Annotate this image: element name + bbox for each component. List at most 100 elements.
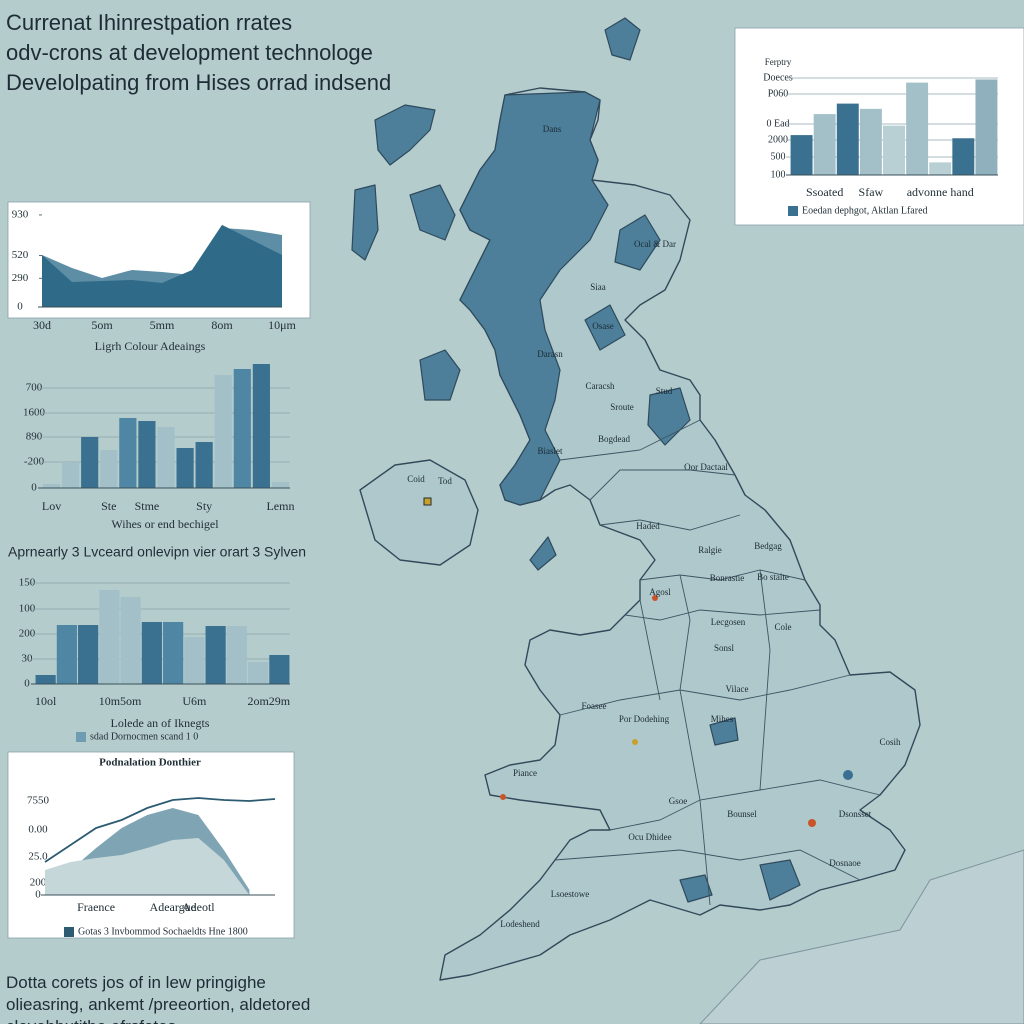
- mainland-coast: [699, 849, 1024, 1024]
- x-tick-label: Ssoated: [806, 185, 843, 199]
- map-label: Siaa: [590, 282, 606, 292]
- y-tick-label: 890: [26, 431, 43, 443]
- bar: [906, 82, 929, 175]
- scotland-west: [459, 91, 609, 506]
- bar: [42, 484, 61, 488]
- legend-label: Eoedan dephgot, Aktlan Lfared: [802, 205, 928, 216]
- chart-subtitle: Wihes or end bechigel: [111, 517, 219, 531]
- footer-text: Dotta corets jos of in lew pringighe: [6, 973, 266, 992]
- y-tick-label: 700: [26, 382, 43, 394]
- footer-text: clevehbutitbe efrsfotes: [6, 1017, 176, 1024]
- header-title: Currenat Ihinrestpation rrates: [6, 10, 292, 35]
- bar: [269, 655, 290, 684]
- y-tick-label: 290: [12, 272, 29, 284]
- map-label: Osase: [592, 321, 614, 331]
- map-label: Cole: [775, 622, 792, 632]
- x-tick-label: Lov: [42, 499, 61, 513]
- region: [614, 214, 661, 271]
- bar: [81, 437, 99, 488]
- y-tick-label: 30: [22, 653, 34, 665]
- map-label: Lecgosen: [711, 617, 746, 627]
- x-tick-label: 5om: [91, 318, 113, 332]
- header-title: odv-crons at development technologe: [6, 40, 373, 65]
- island: [351, 184, 379, 261]
- region: [584, 304, 626, 351]
- x-tick-label: 29m: [269, 694, 291, 708]
- x-tick-label: 8om: [211, 318, 233, 332]
- y-tick-label: 25.0: [28, 851, 48, 863]
- area: [45, 838, 250, 895]
- island: [374, 104, 436, 166]
- line: [44, 797, 276, 863]
- map-labels: Dans Ocal & Dar Siaa Osase Darasn Caracsh Stud…: [407, 124, 901, 929]
- map-label: Haded: [636, 521, 660, 531]
- map-label: Dsonsset: [839, 809, 872, 819]
- bar: [248, 662, 269, 684]
- x-tick-label: 10ol: [35, 694, 57, 708]
- header-title: Develolpating from Hises orrad indsend: [6, 70, 391, 95]
- map-label: Ocal & Dar: [634, 239, 676, 249]
- map-label: Foasee: [582, 701, 607, 711]
- bar: [176, 448, 194, 488]
- bar: [78, 625, 99, 684]
- isle-of-man: [529, 536, 557, 571]
- island: [604, 17, 641, 61]
- map-label: Oor Dactaal: [684, 462, 728, 472]
- y-tick-label: 0: [17, 301, 23, 313]
- map-label: Stud: [656, 386, 673, 396]
- bar: [790, 135, 813, 175]
- legend-label: sdad Dornocmen scand 1 0: [90, 731, 198, 742]
- y-tick-label: 500: [771, 151, 786, 162]
- bar: [62, 462, 80, 488]
- y-tick-label: P060: [768, 88, 789, 99]
- x-tick-label: U6m: [182, 694, 207, 708]
- x-tick-label: Adeotl: [182, 900, 215, 914]
- island: [409, 184, 456, 241]
- marker: [632, 739, 638, 745]
- y-axis-title: Ferptry: [765, 57, 792, 67]
- texts: Currenat Ihinrestpation rrates odv-crons …: [6, 10, 391, 1024]
- x-tick-label: Ste: [101, 499, 116, 513]
- x-tick-label: Adeargue: [150, 900, 196, 914]
- y-tick-label: 0: [24, 678, 30, 690]
- y-tick-label: 150: [19, 577, 36, 589]
- bar: [35, 675, 56, 684]
- y-tick-label: -200: [24, 456, 45, 468]
- chart-title: Aprnearly 3 Lvceard onlevipn vier orart …: [8, 544, 306, 560]
- x-tick-label: Lemn: [266, 499, 294, 513]
- bar: [252, 364, 270, 488]
- region: [709, 717, 739, 746]
- y-tick-label: 1600: [23, 407, 46, 419]
- y-tick-label: 520: [12, 249, 29, 261]
- map-label: Sroute: [610, 402, 634, 412]
- map-label: Piance: [513, 768, 537, 778]
- bar: [157, 427, 175, 488]
- region: [759, 859, 801, 901]
- bar: [883, 125, 905, 175]
- map-label: Bonrastie: [710, 573, 745, 583]
- x-tick-label: advonne hand: [907, 185, 974, 199]
- bar: [929, 162, 952, 175]
- chart: Wihes or end bechigel 0 -200 890 1600 700 Lov S…: [23, 364, 294, 531]
- bar: [226, 626, 247, 684]
- boundary: [554, 419, 881, 906]
- marker: [423, 497, 432, 506]
- y-tick-label: 100: [19, 603, 36, 615]
- bar: [141, 622, 162, 684]
- map-label: Vilace: [726, 684, 749, 694]
- bar: [195, 442, 213, 488]
- map-label: Bedgag: [754, 541, 782, 551]
- map: [351, 17, 921, 981]
- bar: [205, 626, 226, 684]
- x-tick-label: Sfaw: [859, 185, 884, 199]
- legend-swatch: [788, 206, 798, 216]
- bar: [184, 637, 205, 684]
- x-tick-label: 2om: [247, 694, 269, 708]
- map-label: Dosnaoe: [829, 858, 861, 868]
- bar: [975, 79, 998, 175]
- map-label: Mihes: [711, 714, 734, 724]
- map-label: Tod: [438, 476, 452, 486]
- y-tick-label: 100: [771, 169, 786, 180]
